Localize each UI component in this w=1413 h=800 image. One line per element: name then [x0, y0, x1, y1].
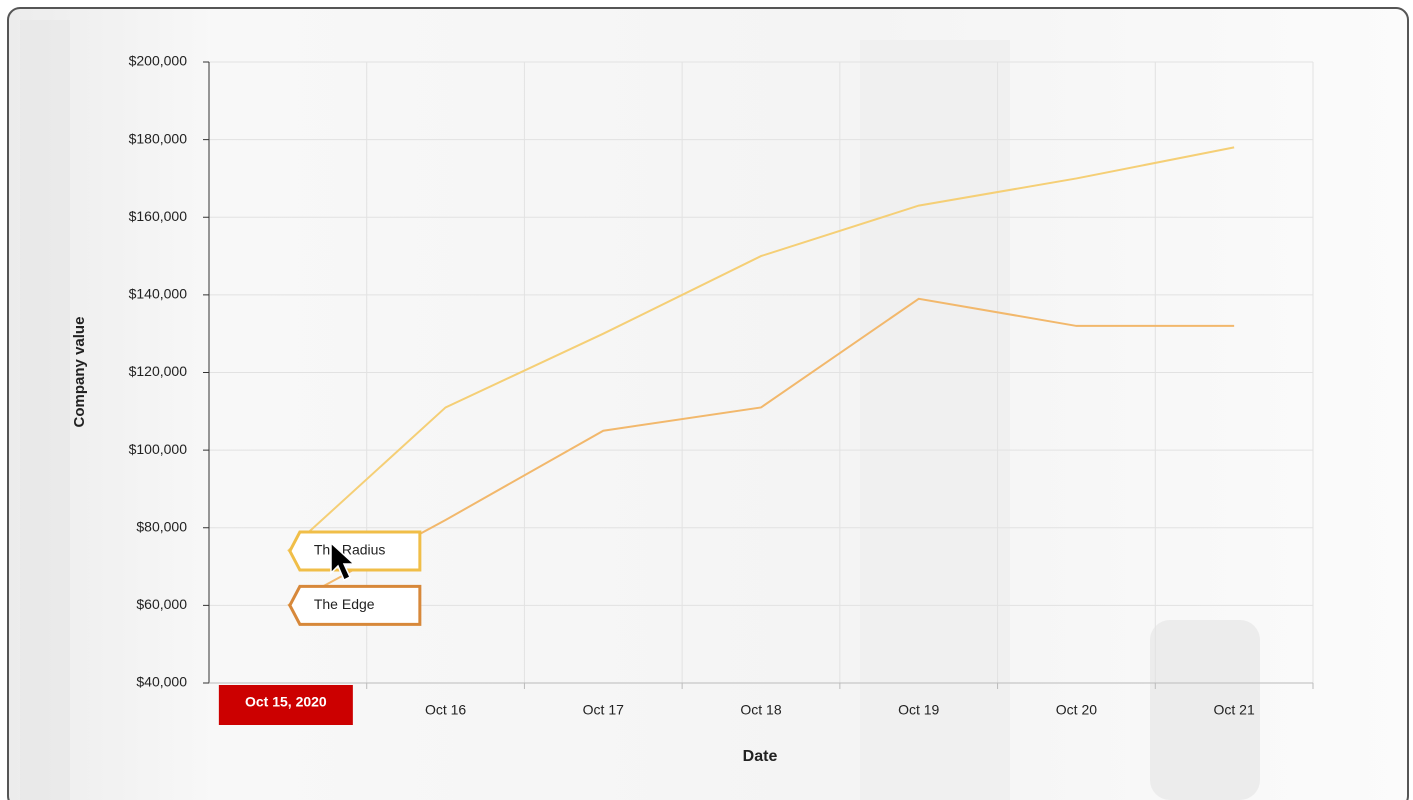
x-tick-label: Oct 15, 2020	[245, 694, 327, 710]
x-tick-label: Oct 20	[1056, 702, 1097, 718]
x-tick-label: Oct 17	[583, 702, 624, 718]
y-tick-label: $80,000	[136, 518, 187, 534]
x-tick-label: Oct 19	[898, 702, 939, 718]
page: $40,000 $60,000 $80,000 $100,000 $120,000 $14…	[0, 0, 1413, 800]
y-tick-label: $160,000	[129, 208, 188, 224]
y-tick-label: $180,000	[129, 130, 188, 146]
x-tick-label: Oct 18	[740, 702, 781, 718]
tooltip: The Edge	[290, 586, 420, 624]
chart: $40,000 $60,000 $80,000 $100,000 $120,000 $14…	[0, 0, 1413, 800]
tooltip-label: The Radius	[314, 542, 386, 558]
y-tick-label: $140,000	[129, 286, 188, 302]
background-building	[20, 20, 70, 800]
x-axis-title: Date	[743, 748, 778, 765]
y-tick-label: $200,000	[129, 53, 188, 69]
y-axis-title: Company value	[71, 317, 88, 428]
y-tick-label: $100,000	[129, 441, 188, 457]
background-building	[860, 40, 1010, 800]
tooltip-label: The Edge	[314, 596, 375, 612]
x-tick-label: Oct 21	[1214, 702, 1255, 718]
x-tick-label: Oct 16	[425, 702, 466, 718]
y-tick-label: $60,000	[136, 596, 187, 612]
y-tick-label: $40,000	[136, 674, 187, 690]
y-tick-label: $120,000	[129, 363, 188, 379]
